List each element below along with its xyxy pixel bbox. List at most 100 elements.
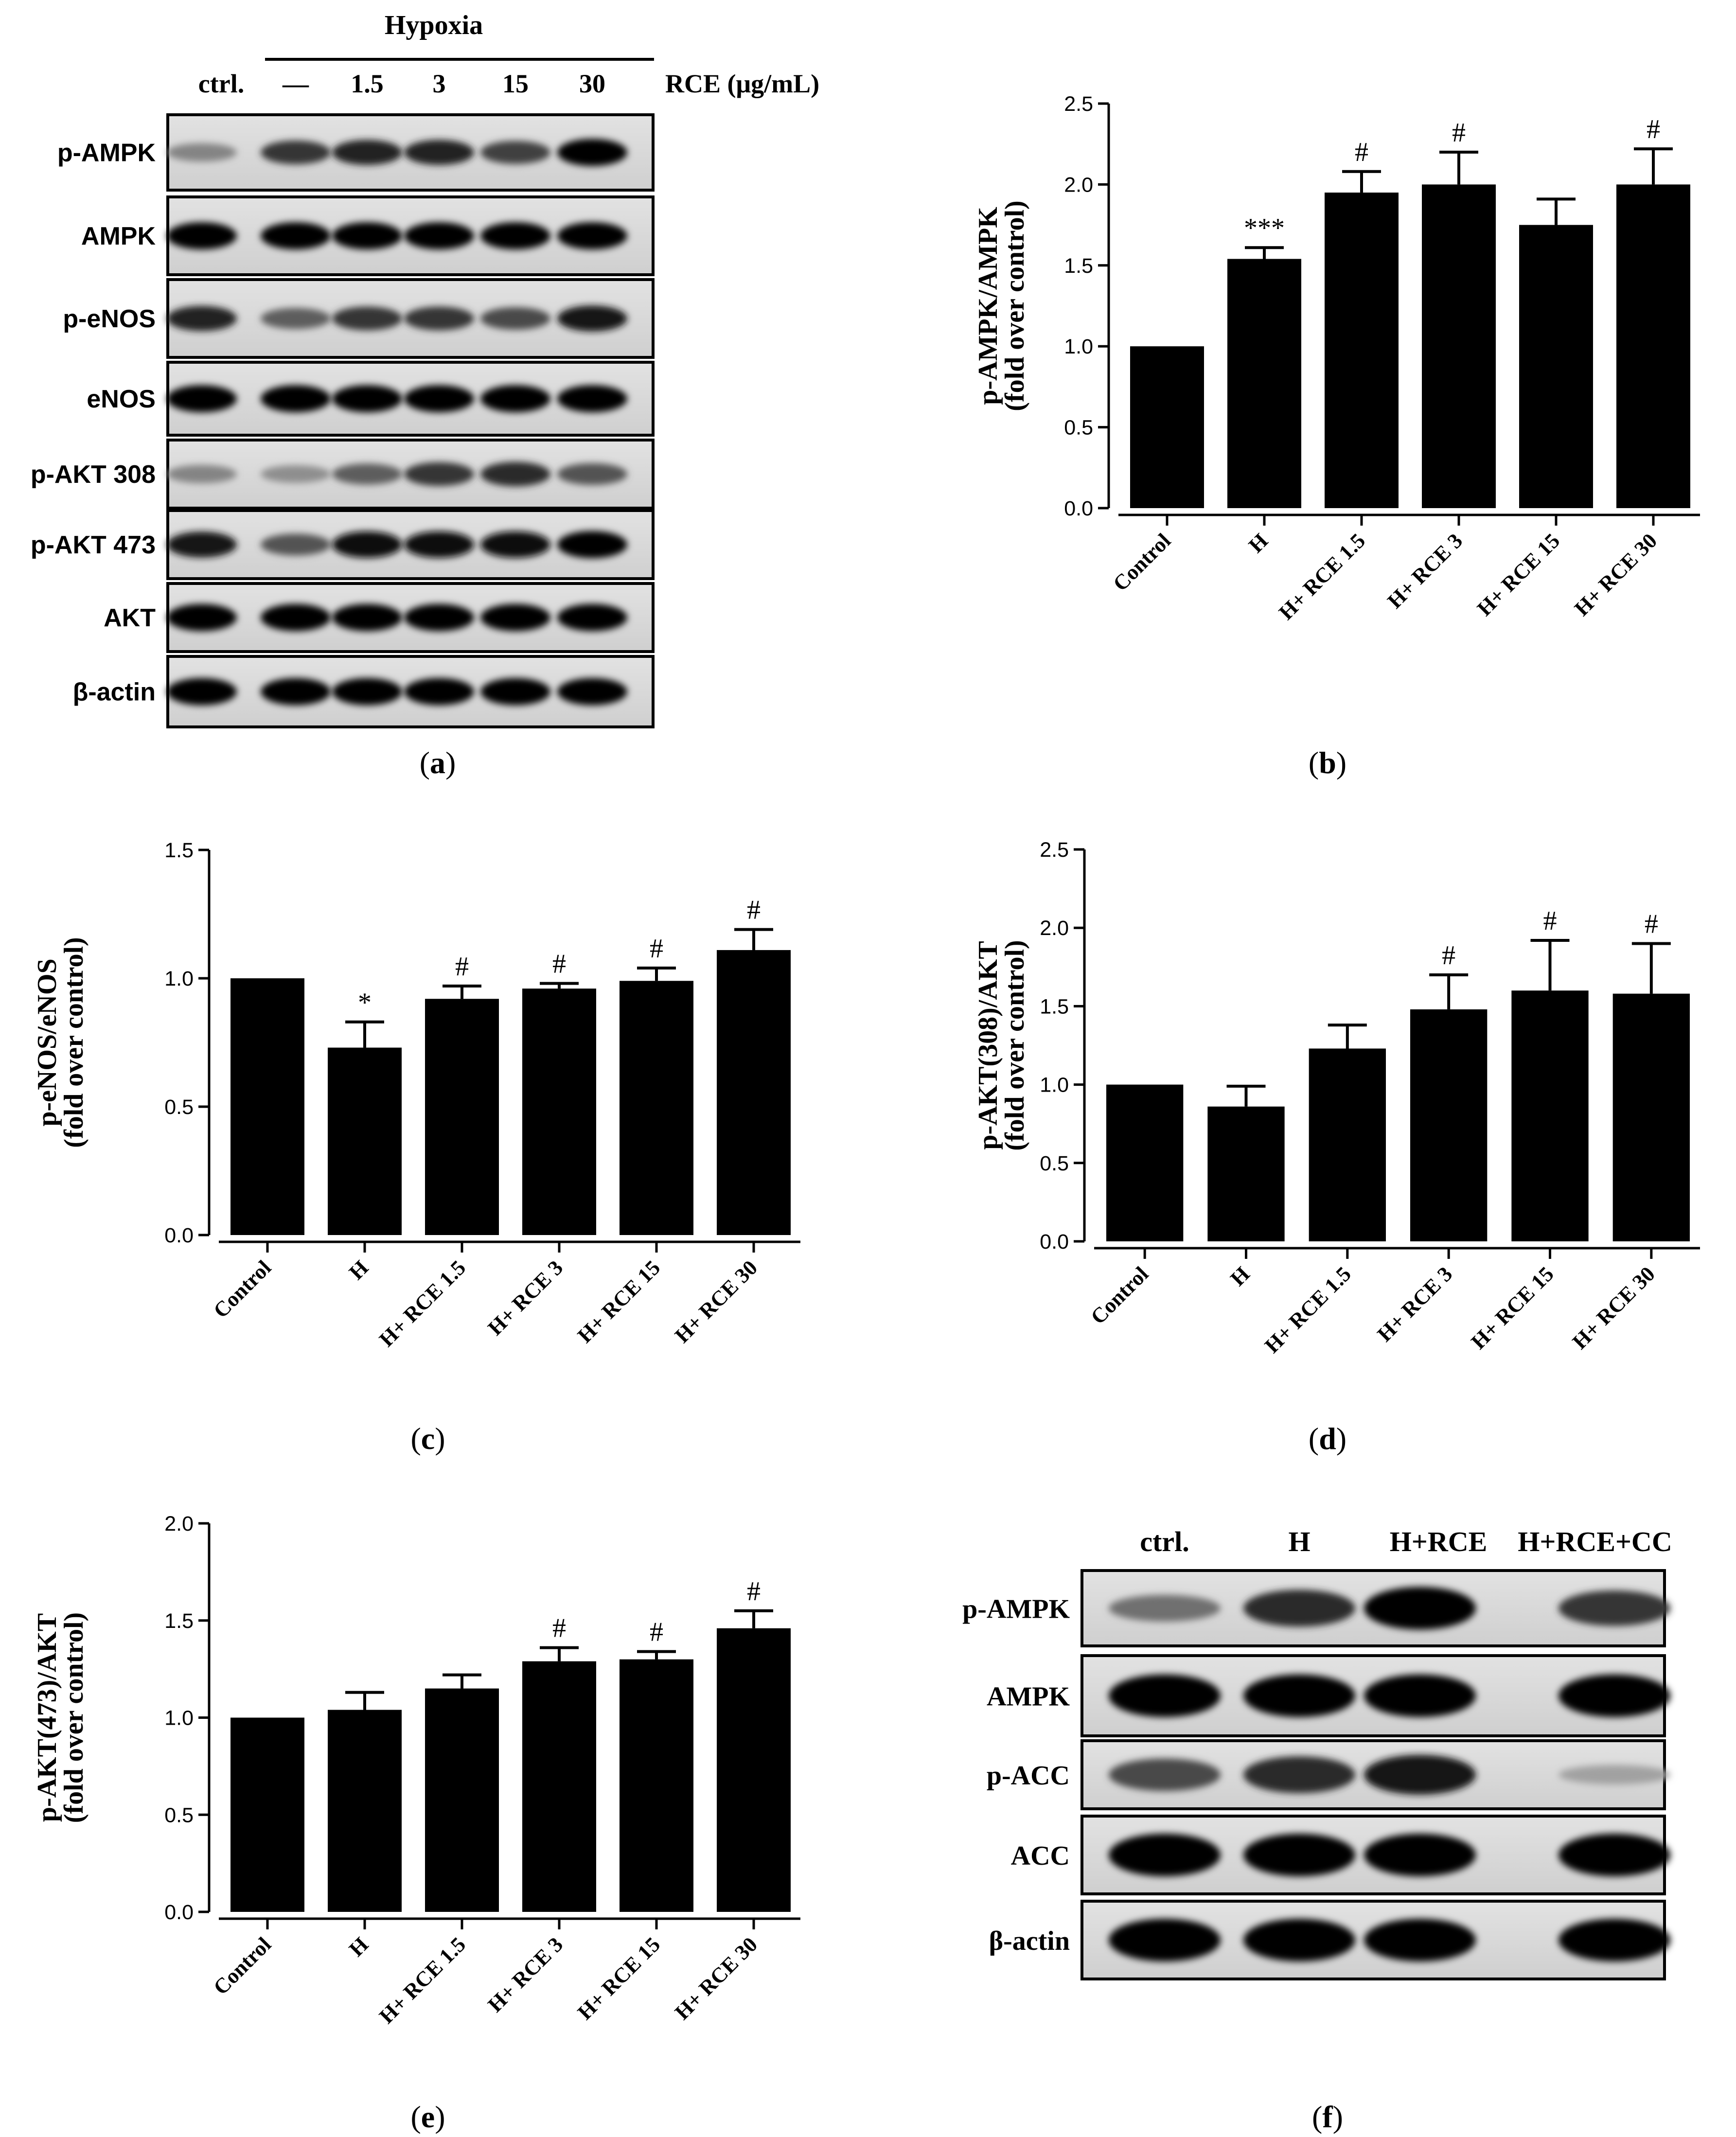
y-tick-label: 0.0 xyxy=(164,1901,194,1924)
bar xyxy=(425,1688,499,1912)
western-blot-a: Hypoxia RCE (μg/mL) ctrl. — 1.5 3 15 30 p-AMPK… xyxy=(31,10,819,728)
x-tick-label: Control xyxy=(209,1932,276,1999)
x-tick-label: H xyxy=(1226,1262,1255,1290)
bar xyxy=(1207,1106,1285,1241)
blot-band xyxy=(404,531,474,558)
blot-band xyxy=(404,678,474,706)
y-tick-label: 2.5 xyxy=(1040,838,1069,862)
lane-label: — xyxy=(282,69,309,98)
blot-band xyxy=(1559,1834,1670,1876)
blot-band xyxy=(404,140,474,165)
bar xyxy=(328,1710,402,1912)
blot-band xyxy=(557,305,627,332)
blot-band xyxy=(480,461,550,487)
bar xyxy=(328,1047,402,1235)
significance-mark: # xyxy=(747,1576,761,1607)
blot-row-label: eNOS xyxy=(87,385,156,413)
bar xyxy=(620,1659,693,1912)
significance-mark: # xyxy=(1452,118,1466,148)
significance-mark: # xyxy=(1647,114,1660,144)
x-tick-label: H+ RCE 30 xyxy=(1570,529,1662,620)
y-axis-label: p-AKT(473)/AKT xyxy=(32,1613,62,1822)
bar-chart-c: 0.0 0.5 1.0 1.5 p-eNOS/eNOS(fold over contro… xyxy=(32,839,800,1351)
blot-band xyxy=(404,306,474,331)
y-tick-label: 2.0 xyxy=(1064,173,1093,196)
blot-band xyxy=(480,678,550,706)
y-tick-label: 2.5 xyxy=(1064,92,1093,116)
x-tick-label: H+ RCE 1.5 xyxy=(1260,1262,1356,1358)
blot-row-label: p-ACC xyxy=(987,1761,1070,1791)
y-tick-label: 1.5 xyxy=(164,839,194,862)
blot-band xyxy=(480,141,550,164)
blot-band xyxy=(1364,1755,1476,1795)
blot-band xyxy=(167,222,237,249)
blot-band xyxy=(1243,1756,1355,1793)
blot-band xyxy=(480,604,550,631)
x-tick-label: Control xyxy=(1108,529,1175,596)
blot-band xyxy=(1559,1590,1670,1626)
y-tick-label: 0.0 xyxy=(164,1224,194,1247)
blot-band xyxy=(1364,1919,1476,1961)
hypoxia-header: Hypoxia xyxy=(385,10,483,40)
blot-band xyxy=(332,678,402,706)
blot-band xyxy=(261,222,331,249)
x-tick-label: H+ RCE 30 xyxy=(1568,1262,1660,1354)
significance-mark: # xyxy=(455,952,469,982)
blot-band xyxy=(1559,1765,1670,1784)
x-tick-label: H+ RCE 3 xyxy=(483,1255,567,1340)
y-tick-label: 0.0 xyxy=(1040,1230,1069,1254)
x-tick-label: H+ RCE 15 xyxy=(573,1255,665,1347)
panel-label: (a) xyxy=(420,745,456,780)
bar xyxy=(717,1628,791,1912)
lane-label: H+RCE xyxy=(1390,1526,1488,1557)
lane-label: ctrl. xyxy=(198,69,244,98)
bar xyxy=(1309,1048,1386,1241)
blot-band xyxy=(1243,1674,1355,1717)
significance-mark: # xyxy=(747,895,761,925)
blot-band xyxy=(404,604,474,631)
panel-label: (c) xyxy=(410,1421,445,1456)
bar xyxy=(1612,993,1690,1241)
bar xyxy=(230,1717,304,1912)
blot-band xyxy=(480,222,550,249)
blot-row-label: p-eNOS xyxy=(63,305,156,333)
blot-band xyxy=(1109,1674,1221,1717)
blot-band xyxy=(557,222,627,249)
y-tick-label: 1.0 xyxy=(1064,335,1093,358)
x-tick-label: H+ RCE 3 xyxy=(1373,1262,1457,1346)
significance-mark: *** xyxy=(1244,213,1285,243)
lane-label: H+RCE+CC xyxy=(1518,1526,1672,1557)
blot-band xyxy=(1364,1587,1476,1630)
blot-row-label: ACC xyxy=(1011,1841,1070,1871)
blot-band xyxy=(557,531,627,558)
lane-label: 3 xyxy=(433,69,446,98)
bar-chart-d: 0.0 0.5 1.0 1.5 2.0 2.5 p-AKT(308)/AKT(fold ov… xyxy=(973,838,1700,1358)
y-tick-label: 1.5 xyxy=(1040,995,1069,1018)
x-tick-label: H+ RCE 30 xyxy=(670,1255,762,1347)
y-axis-label-sub: (fold over control) xyxy=(1000,940,1030,1150)
significance-mark: # xyxy=(1355,137,1368,167)
x-tick-label: Control xyxy=(1086,1262,1153,1329)
blot-band xyxy=(332,463,402,485)
x-tick-label: H xyxy=(344,1255,373,1284)
blot-band xyxy=(167,306,237,331)
blot-band xyxy=(1364,1834,1476,1876)
blot-band xyxy=(1559,1919,1670,1961)
blot-band xyxy=(261,141,331,164)
y-tick-label: 0.5 xyxy=(1064,416,1093,440)
western-blot-f: ctrl. H H+RCE H+RCE+CC p-AMPK AMPK p-ACC ACC β-a… xyxy=(962,1526,1672,1980)
panel-label: (e) xyxy=(410,2100,445,2134)
x-tick-label: H+ RCE 15 xyxy=(1472,529,1564,620)
y-tick-label: 2.0 xyxy=(164,1512,194,1536)
bar xyxy=(717,950,791,1235)
blot-band xyxy=(261,604,331,631)
blot-row-label: AKT xyxy=(104,604,156,632)
blot-row-label: AMPK xyxy=(987,1682,1070,1712)
lane-label: 15 xyxy=(502,69,529,98)
blot-band xyxy=(167,531,237,558)
blot-band xyxy=(1243,1834,1355,1876)
blot-band xyxy=(1559,1674,1670,1717)
blot-band xyxy=(332,306,402,331)
panel-label: (b) xyxy=(1309,745,1346,780)
